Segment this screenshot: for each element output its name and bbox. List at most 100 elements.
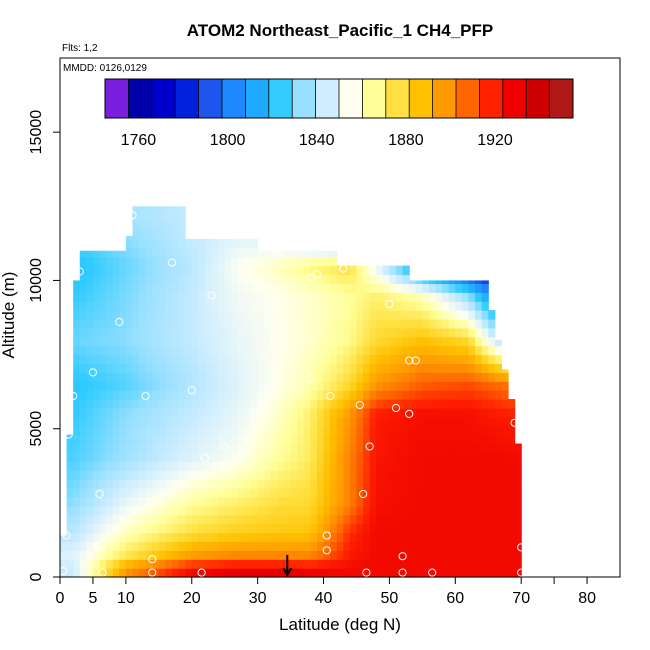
heatmap-cell — [277, 443, 285, 454]
heatmap-cell — [448, 416, 456, 427]
heatmap-cell — [270, 452, 279, 462]
heatmap-cell — [330, 496, 338, 507]
heatmap-cell — [244, 434, 252, 445]
heatmap-cell — [448, 488, 456, 498]
heatmap-cell — [99, 327, 107, 338]
heatmap-cell — [396, 443, 404, 454]
heatmap-cell — [178, 318, 186, 329]
heatmap-cell — [119, 283, 127, 293]
heatmap-cell — [382, 390, 391, 400]
heatmap-cell — [508, 568, 516, 578]
heatmap-cell — [488, 390, 496, 400]
heatmap-cell — [297, 256, 305, 267]
heatmap-cell — [277, 568, 285, 578]
heatmap-cell — [66, 505, 74, 516]
heatmap-cell — [145, 559, 153, 569]
heatmap-cell — [284, 265, 292, 276]
heatmap-cell — [125, 479, 134, 489]
heatmap-cell — [172, 345, 180, 356]
heatmap-cell — [415, 336, 423, 347]
heatmap-cell — [152, 247, 160, 258]
heatmap-cell — [92, 336, 101, 347]
heatmap-cell — [211, 345, 219, 356]
heatmap-cell — [251, 479, 259, 489]
sample-point — [64, 430, 73, 439]
heatmap-cell — [86, 274, 94, 284]
heatmap-cell — [363, 336, 371, 347]
heatmap-cell — [119, 523, 127, 534]
heatmap-cell — [448, 514, 456, 525]
heatmap-cell — [218, 301, 226, 311]
x-tick-label: 60 — [446, 590, 464, 607]
colorbar-tick-label: 1840 — [299, 132, 335, 149]
heatmap-cell — [323, 488, 331, 498]
heatmap-cell — [422, 399, 430, 409]
heatmap-cell — [270, 363, 279, 373]
heatmap-cell — [145, 425, 153, 436]
heatmap-cell — [297, 336, 305, 347]
heatmap-cell — [290, 301, 298, 311]
heatmap-cell — [389, 416, 397, 427]
heatmap-cell — [514, 559, 522, 569]
heatmap-cell — [303, 390, 311, 400]
heatmap-cell — [73, 345, 81, 356]
heatmap-cell — [264, 363, 272, 373]
heatmap-cell — [356, 310, 364, 320]
heatmap-cell — [461, 496, 470, 507]
heatmap-cell — [363, 452, 371, 462]
heatmap-cell — [112, 514, 120, 525]
heatmap-cell — [488, 568, 496, 578]
heatmap-cell — [389, 407, 397, 418]
heatmap-cell — [415, 399, 423, 409]
heatmap-cell — [125, 363, 134, 373]
heatmap-cell — [204, 470, 213, 480]
heatmap-cell — [442, 407, 450, 418]
x-tick-label: 20 — [183, 590, 201, 607]
heatmap-cell — [204, 336, 213, 347]
heatmap-cell — [257, 514, 265, 525]
heatmap-cell — [382, 345, 391, 356]
heatmap-cell — [481, 280, 489, 284]
heatmap-cell — [191, 452, 199, 462]
heatmap-cell — [396, 354, 404, 365]
colorbar-swatch — [268, 79, 293, 118]
heatmap-cell — [198, 381, 206, 391]
heatmap-cell — [461, 310, 470, 320]
heatmap-cell — [139, 532, 147, 543]
heatmap-cell — [508, 488, 516, 498]
heatmap-cell — [303, 532, 311, 543]
heatmap-cell — [402, 336, 410, 347]
heatmap-cell — [475, 568, 483, 578]
heatmap-cell — [224, 407, 232, 418]
heatmap-cell — [185, 265, 193, 276]
heatmap-cell — [86, 496, 94, 507]
heatmap-cell — [290, 390, 298, 400]
heatmap-cell — [139, 310, 147, 320]
heatmap-cell — [343, 399, 351, 409]
heatmap-cell — [428, 327, 437, 338]
heatmap-cell — [336, 425, 344, 436]
heatmap-cell — [251, 345, 259, 356]
heatmap-cell — [316, 479, 325, 489]
heatmap-cell — [270, 274, 279, 284]
heatmap-cell — [139, 514, 147, 525]
heatmap-cell — [224, 354, 232, 365]
heatmap-cell — [79, 310, 87, 320]
heatmap-cell — [343, 523, 351, 534]
heatmap-cell — [204, 425, 213, 436]
heatmap-cell — [455, 416, 463, 427]
heatmap-cell — [244, 514, 252, 525]
heatmap-cell — [86, 345, 94, 356]
heatmap-cell — [132, 238, 140, 249]
heatmap-cell — [494, 496, 503, 507]
heatmap-cell — [442, 461, 450, 471]
heatmap-cell — [145, 532, 153, 543]
heatmap-cell — [185, 514, 193, 525]
heatmap-cell — [178, 363, 186, 373]
heatmap-cell — [119, 354, 127, 365]
heatmap-cell — [152, 301, 160, 311]
heatmap-cell — [336, 327, 344, 338]
heatmap-cell — [244, 568, 252, 578]
heatmap-cell — [389, 514, 397, 525]
heatmap-cell — [165, 425, 173, 436]
